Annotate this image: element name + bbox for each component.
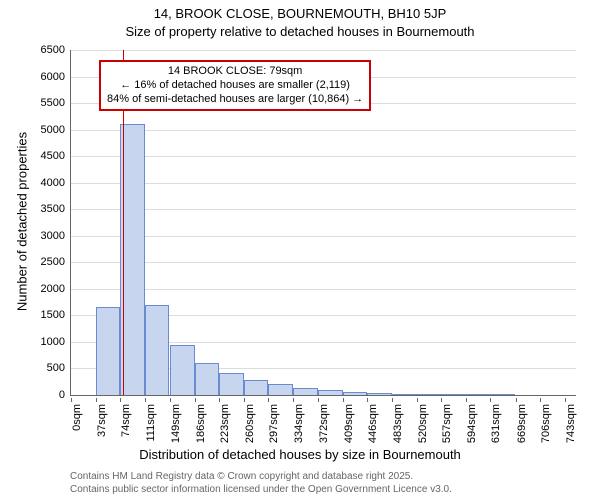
histogram-bar [96,307,121,395]
y-tick-label: 5000 [41,124,71,136]
y-tick-label: 6000 [41,71,71,83]
x-tick-label: 74sqm [120,404,132,437]
plot-area: 0500100015002000250030003500400045005000… [70,50,576,396]
annotation-line: 14 BROOK CLOSE: 79sqm [107,65,363,79]
x-tick-label: 743sqm [565,404,577,443]
gridline [71,156,576,157]
footer-line2: Contains public sector information licen… [70,483,452,496]
y-tick-label: 3000 [41,230,71,242]
annotation-line: ← 16% of detached houses are smaller (2,… [107,79,363,93]
x-tick-label: 37sqm [96,404,108,437]
gridline [71,50,576,51]
x-tick-label: 446sqm [367,404,379,443]
gridline [71,262,576,263]
x-tick-label: 594sqm [466,404,478,443]
footer-line1: Contains HM Land Registry data © Crown c… [70,470,452,483]
x-tick-label: 557sqm [441,404,453,443]
gridline [71,289,576,290]
x-tick-label: 706sqm [540,404,552,443]
chart-title-line2: Size of property relative to detached ho… [0,24,600,39]
y-tick-label: 0 [59,389,71,401]
x-tick-label: 186sqm [195,404,207,443]
x-tick-label: 297sqm [268,404,280,443]
histogram-bar [490,394,515,395]
x-tick-label: 111sqm [145,404,157,442]
histogram-bar [145,305,170,395]
y-axis-label: Number of detached properties [15,122,30,322]
histogram-bar [268,384,293,395]
gridline [71,209,576,210]
histogram-bar [417,394,442,395]
x-tick-label: 520sqm [417,404,429,443]
chart-container: 14, BROOK CLOSE, BOURNEMOUTH, BH10 5JP S… [0,0,600,500]
y-tick-label: 3500 [41,203,71,215]
gridline [71,236,576,237]
y-tick-label: 6500 [41,44,71,56]
annotation-line: 84% of semi-detached houses are larger (… [107,93,363,107]
histogram-bar [170,345,195,395]
histogram-bar [293,388,318,395]
y-tick-label: 500 [47,362,71,374]
histogram-bar [343,392,368,395]
histogram-bar [367,393,392,395]
x-tick-label: 223sqm [219,404,231,443]
y-tick-label: 2000 [41,283,71,295]
histogram-bar [318,390,343,395]
histogram-bar [244,380,269,395]
chart-footer: Contains HM Land Registry data © Crown c… [70,470,452,496]
histogram-bar [195,363,220,395]
x-axis-label: Distribution of detached houses by size … [0,447,600,462]
chart-title-line1: 14, BROOK CLOSE, BOURNEMOUTH, BH10 5JP [0,6,600,21]
marker-annotation: 14 BROOK CLOSE: 79sqm← 16% of detached h… [99,60,371,111]
y-tick-label: 4000 [41,177,71,189]
y-tick-label: 1500 [41,309,71,321]
histogram-bar [392,394,417,395]
gridline [71,183,576,184]
x-tick-label: 483sqm [392,404,404,443]
y-tick-label: 1000 [41,336,71,348]
histogram-bar [219,373,244,395]
x-tick-label: 260sqm [244,404,256,443]
x-tick-label: 631sqm [490,404,502,443]
y-tick-label: 2500 [41,256,71,268]
x-tick-label: 0sqm [71,404,83,431]
x-tick-label: 372sqm [318,404,330,443]
x-tick-label: 409sqm [343,404,355,443]
histogram-bar [466,394,491,395]
y-tick-label: 5500 [41,97,71,109]
histogram-bar [441,394,466,395]
x-tick-label: 334sqm [293,404,305,443]
y-tick-label: 4500 [41,150,71,162]
x-tick-label: 149sqm [170,404,182,443]
x-tick-label: 669sqm [516,404,528,443]
gridline [71,130,576,131]
